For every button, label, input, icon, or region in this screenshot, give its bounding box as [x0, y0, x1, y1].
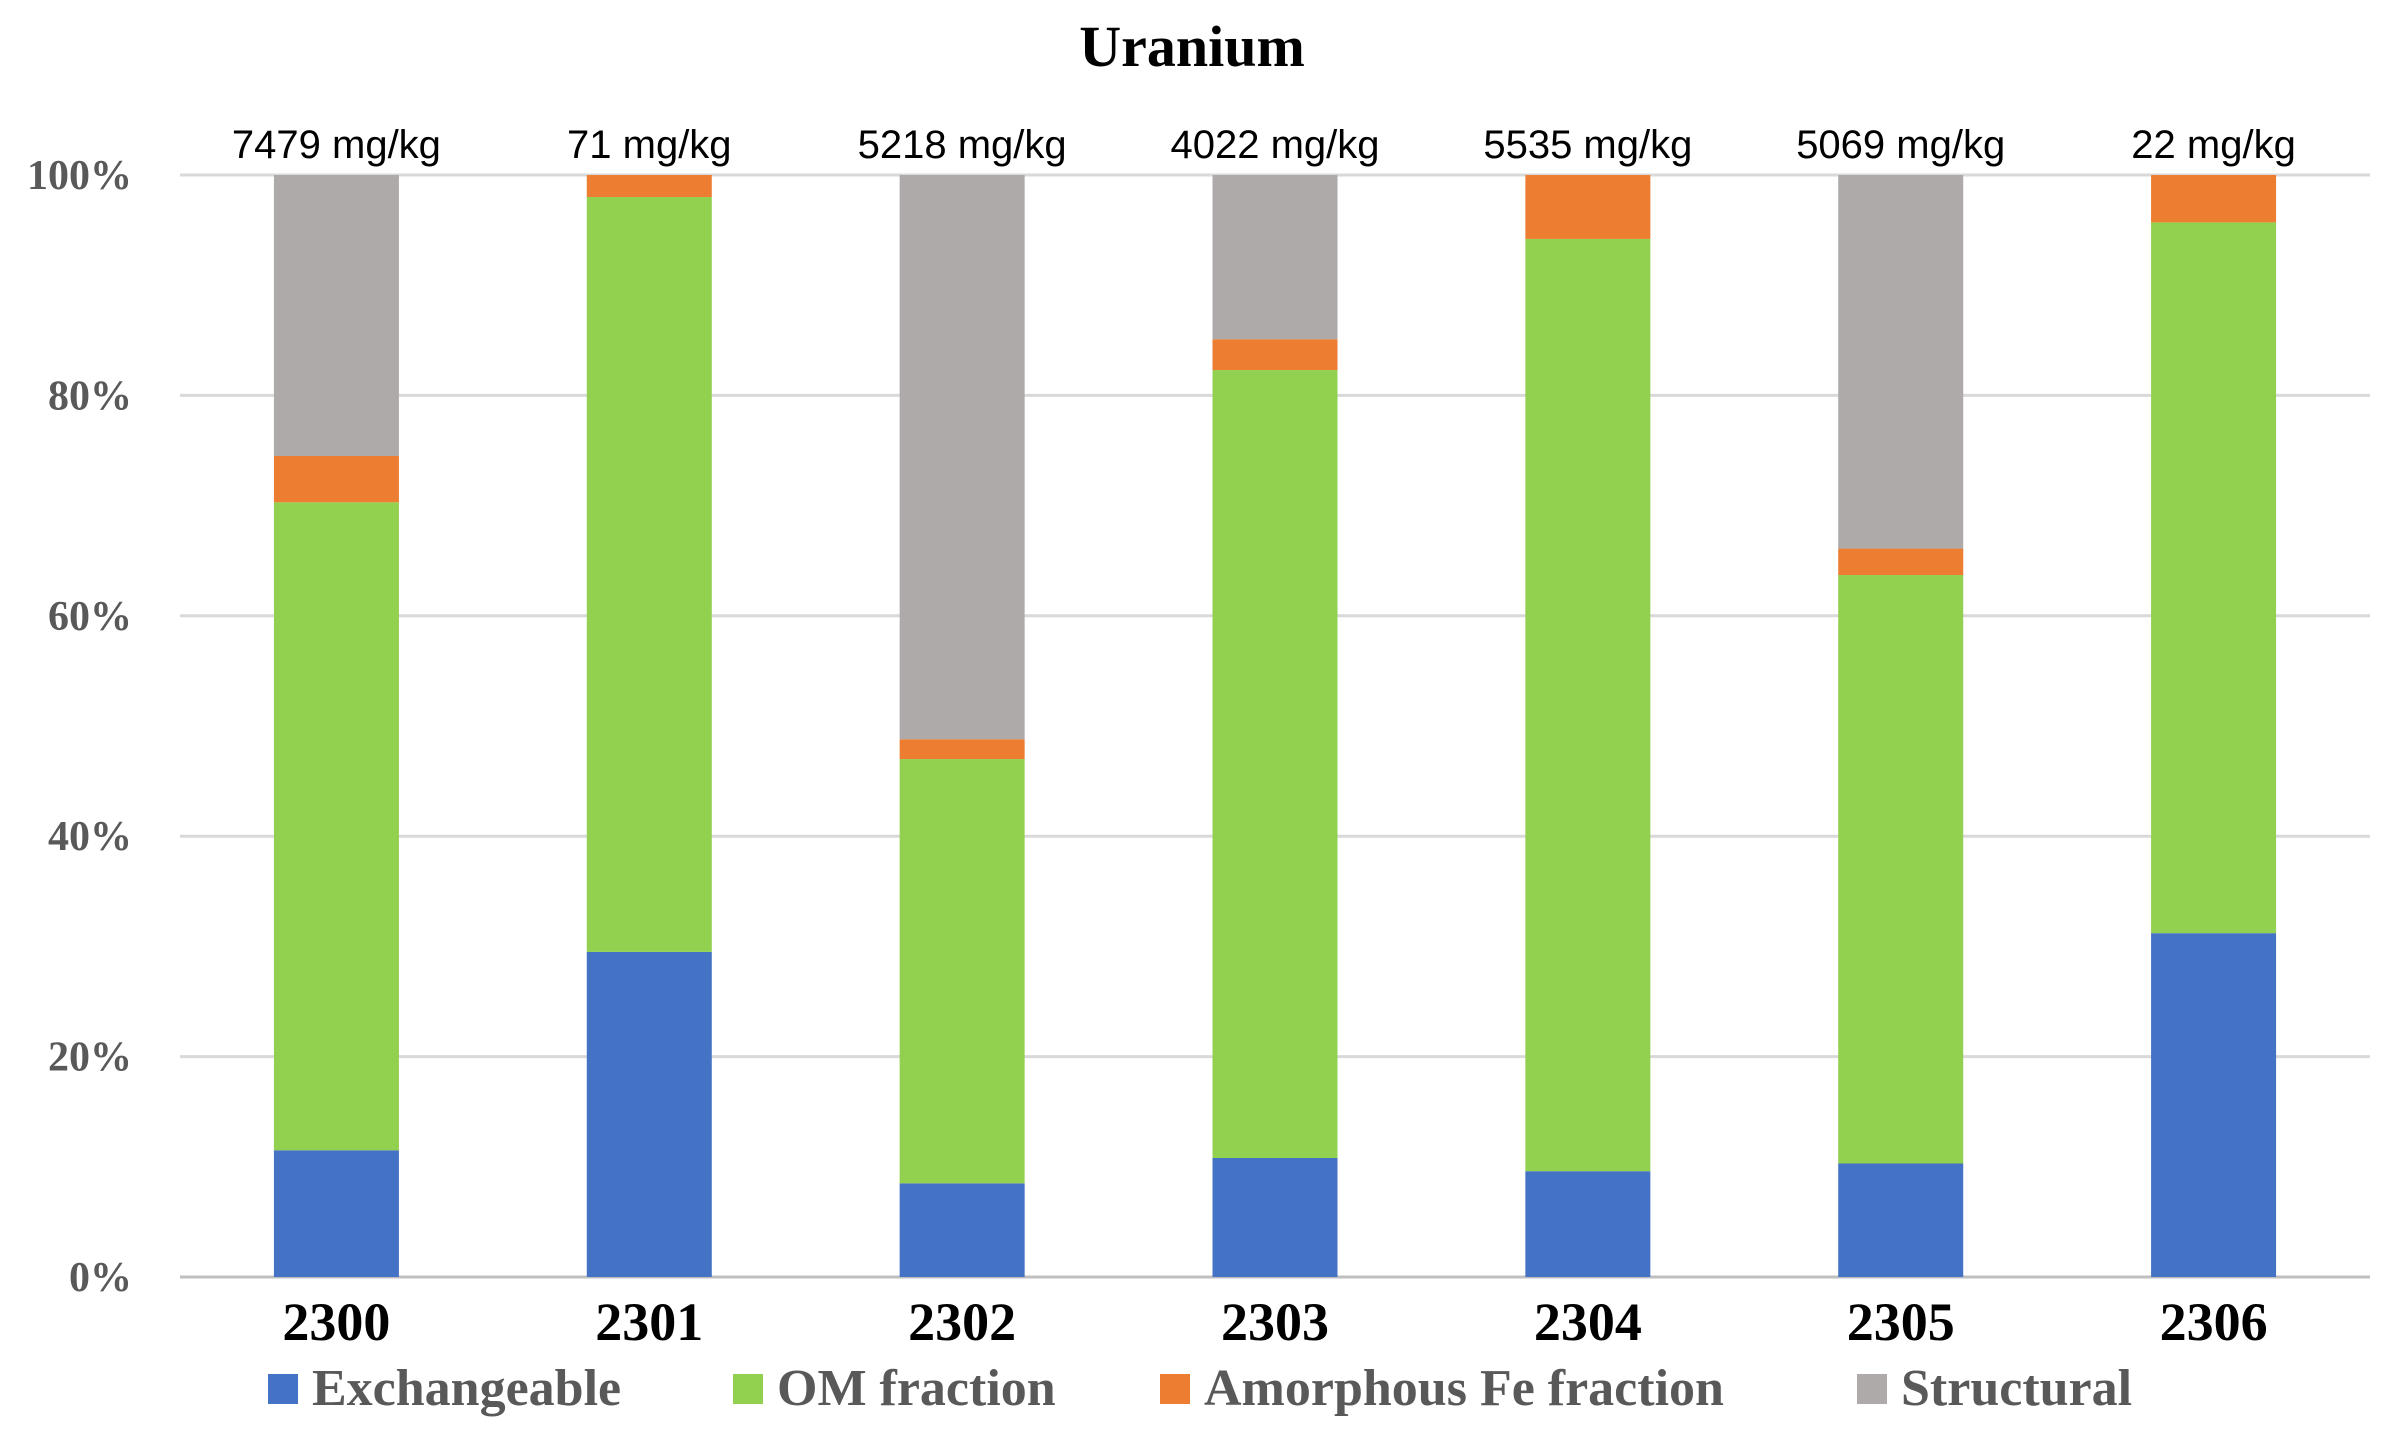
legend-swatch [1160, 1374, 1190, 1404]
bar-segment-exchangeable [1525, 1171, 1651, 1277]
bar-segment-amorphous-fe-fraction [273, 456, 399, 503]
bar-segment-structural [1838, 175, 1964, 549]
total-label: 4022 mg/kg [1170, 123, 1379, 167]
legend-swatch [733, 1374, 763, 1404]
bar-stack-2301 [586, 175, 712, 1277]
legend-label: Structural [1901, 1360, 2132, 1417]
legend-item: Exchangeable [268, 1360, 621, 1417]
legend-label: Exchangeable [312, 1360, 621, 1417]
bar-segment-exchangeable [2151, 933, 2277, 1277]
bar-segment-structural [1212, 175, 1338, 340]
y-tick-label: 20% [48, 1035, 132, 1081]
y-tick-label: 40% [48, 814, 132, 860]
total-label: 5069 mg/kg [1796, 123, 2005, 167]
bar-stack-2303 [1212, 175, 1338, 1277]
legend-item: Amorphous Fe fraction [1160, 1360, 1724, 1417]
total-label: 7479 mg/kg [232, 123, 441, 167]
bar-segment-amorphous-fe-fraction [1838, 548, 1964, 576]
bar-segment-exchangeable [899, 1183, 1025, 1277]
y-tick-label: 100% [27, 153, 132, 199]
legend-swatch [268, 1374, 298, 1404]
x-tick-label: 2300 [282, 1292, 390, 1352]
legend-swatch [1857, 1374, 1887, 1404]
legend-label: OM fraction [777, 1360, 1056, 1417]
legend-item: OM fraction [733, 1360, 1056, 1417]
legend-item: Structural [1857, 1360, 2132, 1417]
bar-segment-om-fraction [273, 502, 399, 1151]
bar-segment-om-fraction [899, 759, 1025, 1184]
legend: Exchangeable OM fraction Amorphous Fe frac… [268, 1360, 2132, 1417]
x-tick-label: 2304 [1534, 1292, 1642, 1352]
total-labels: 7479 mg/kg 71 mg/kg 5218 mg/kg 4022 mg/kg 55… [232, 123, 2296, 167]
y-tick-label: 80% [48, 373, 132, 419]
bar-segment-om-fraction [1525, 238, 1651, 1172]
bar-segment-exchangeable [586, 951, 712, 1277]
bars [273, 175, 2277, 1277]
bar-segment-om-fraction [1212, 370, 1338, 1158]
bar-segment-structural [273, 175, 399, 457]
chart-title: Uranium [1079, 14, 1305, 79]
bar-segment-om-fraction [1838, 575, 1964, 1164]
total-label: 71 mg/kg [567, 123, 732, 167]
total-label: 22 mg/kg [2131, 123, 2296, 167]
bar-segment-amorphous-fe-fraction [1525, 175, 1651, 239]
y-tick-label: 60% [48, 594, 132, 640]
x-tick-label: 2305 [1847, 1292, 1955, 1352]
y-tick-label: 0% [69, 1255, 132, 1301]
bar-segment-om-fraction [586, 197, 712, 952]
bar-stack-2305 [1838, 175, 1964, 1277]
bar-segment-om-fraction [2151, 222, 2277, 934]
bar-segment-amorphous-fe-fraction [1212, 339, 1338, 371]
x-axis-tick-labels: 2300 2301 2302 2303 2304 2305 2306 [282, 1292, 2267, 1352]
x-tick-label: 2302 [908, 1292, 1016, 1352]
bar-stack-2302 [899, 175, 1025, 1277]
x-tick-label: 2303 [1221, 1292, 1329, 1352]
bar-segment-exchangeable [1838, 1163, 1964, 1277]
bar-segment-structural [899, 175, 1025, 740]
x-tick-label: 2306 [2160, 1292, 2268, 1352]
total-label: 5535 mg/kg [1483, 123, 1692, 167]
bar-segment-amorphous-fe-fraction [899, 739, 1025, 760]
bar-stack-2300 [273, 175, 399, 1277]
total-label: 5218 mg/kg [858, 123, 1067, 167]
bar-segment-exchangeable [1212, 1157, 1338, 1277]
bar-segment-amorphous-fe-fraction [2151, 175, 2277, 223]
y-axis-tick-labels: 0% 20% 40% 60% 80% 100% [27, 153, 132, 1301]
legend-label: Amorphous Fe fraction [1204, 1360, 1724, 1417]
bar-stack-2306 [2151, 175, 2277, 1277]
bar-stack-2304 [1525, 175, 1651, 1277]
x-tick-label: 2301 [595, 1292, 703, 1352]
bar-segment-amorphous-fe-fraction [586, 175, 712, 198]
bar-segment-exchangeable [273, 1150, 399, 1277]
